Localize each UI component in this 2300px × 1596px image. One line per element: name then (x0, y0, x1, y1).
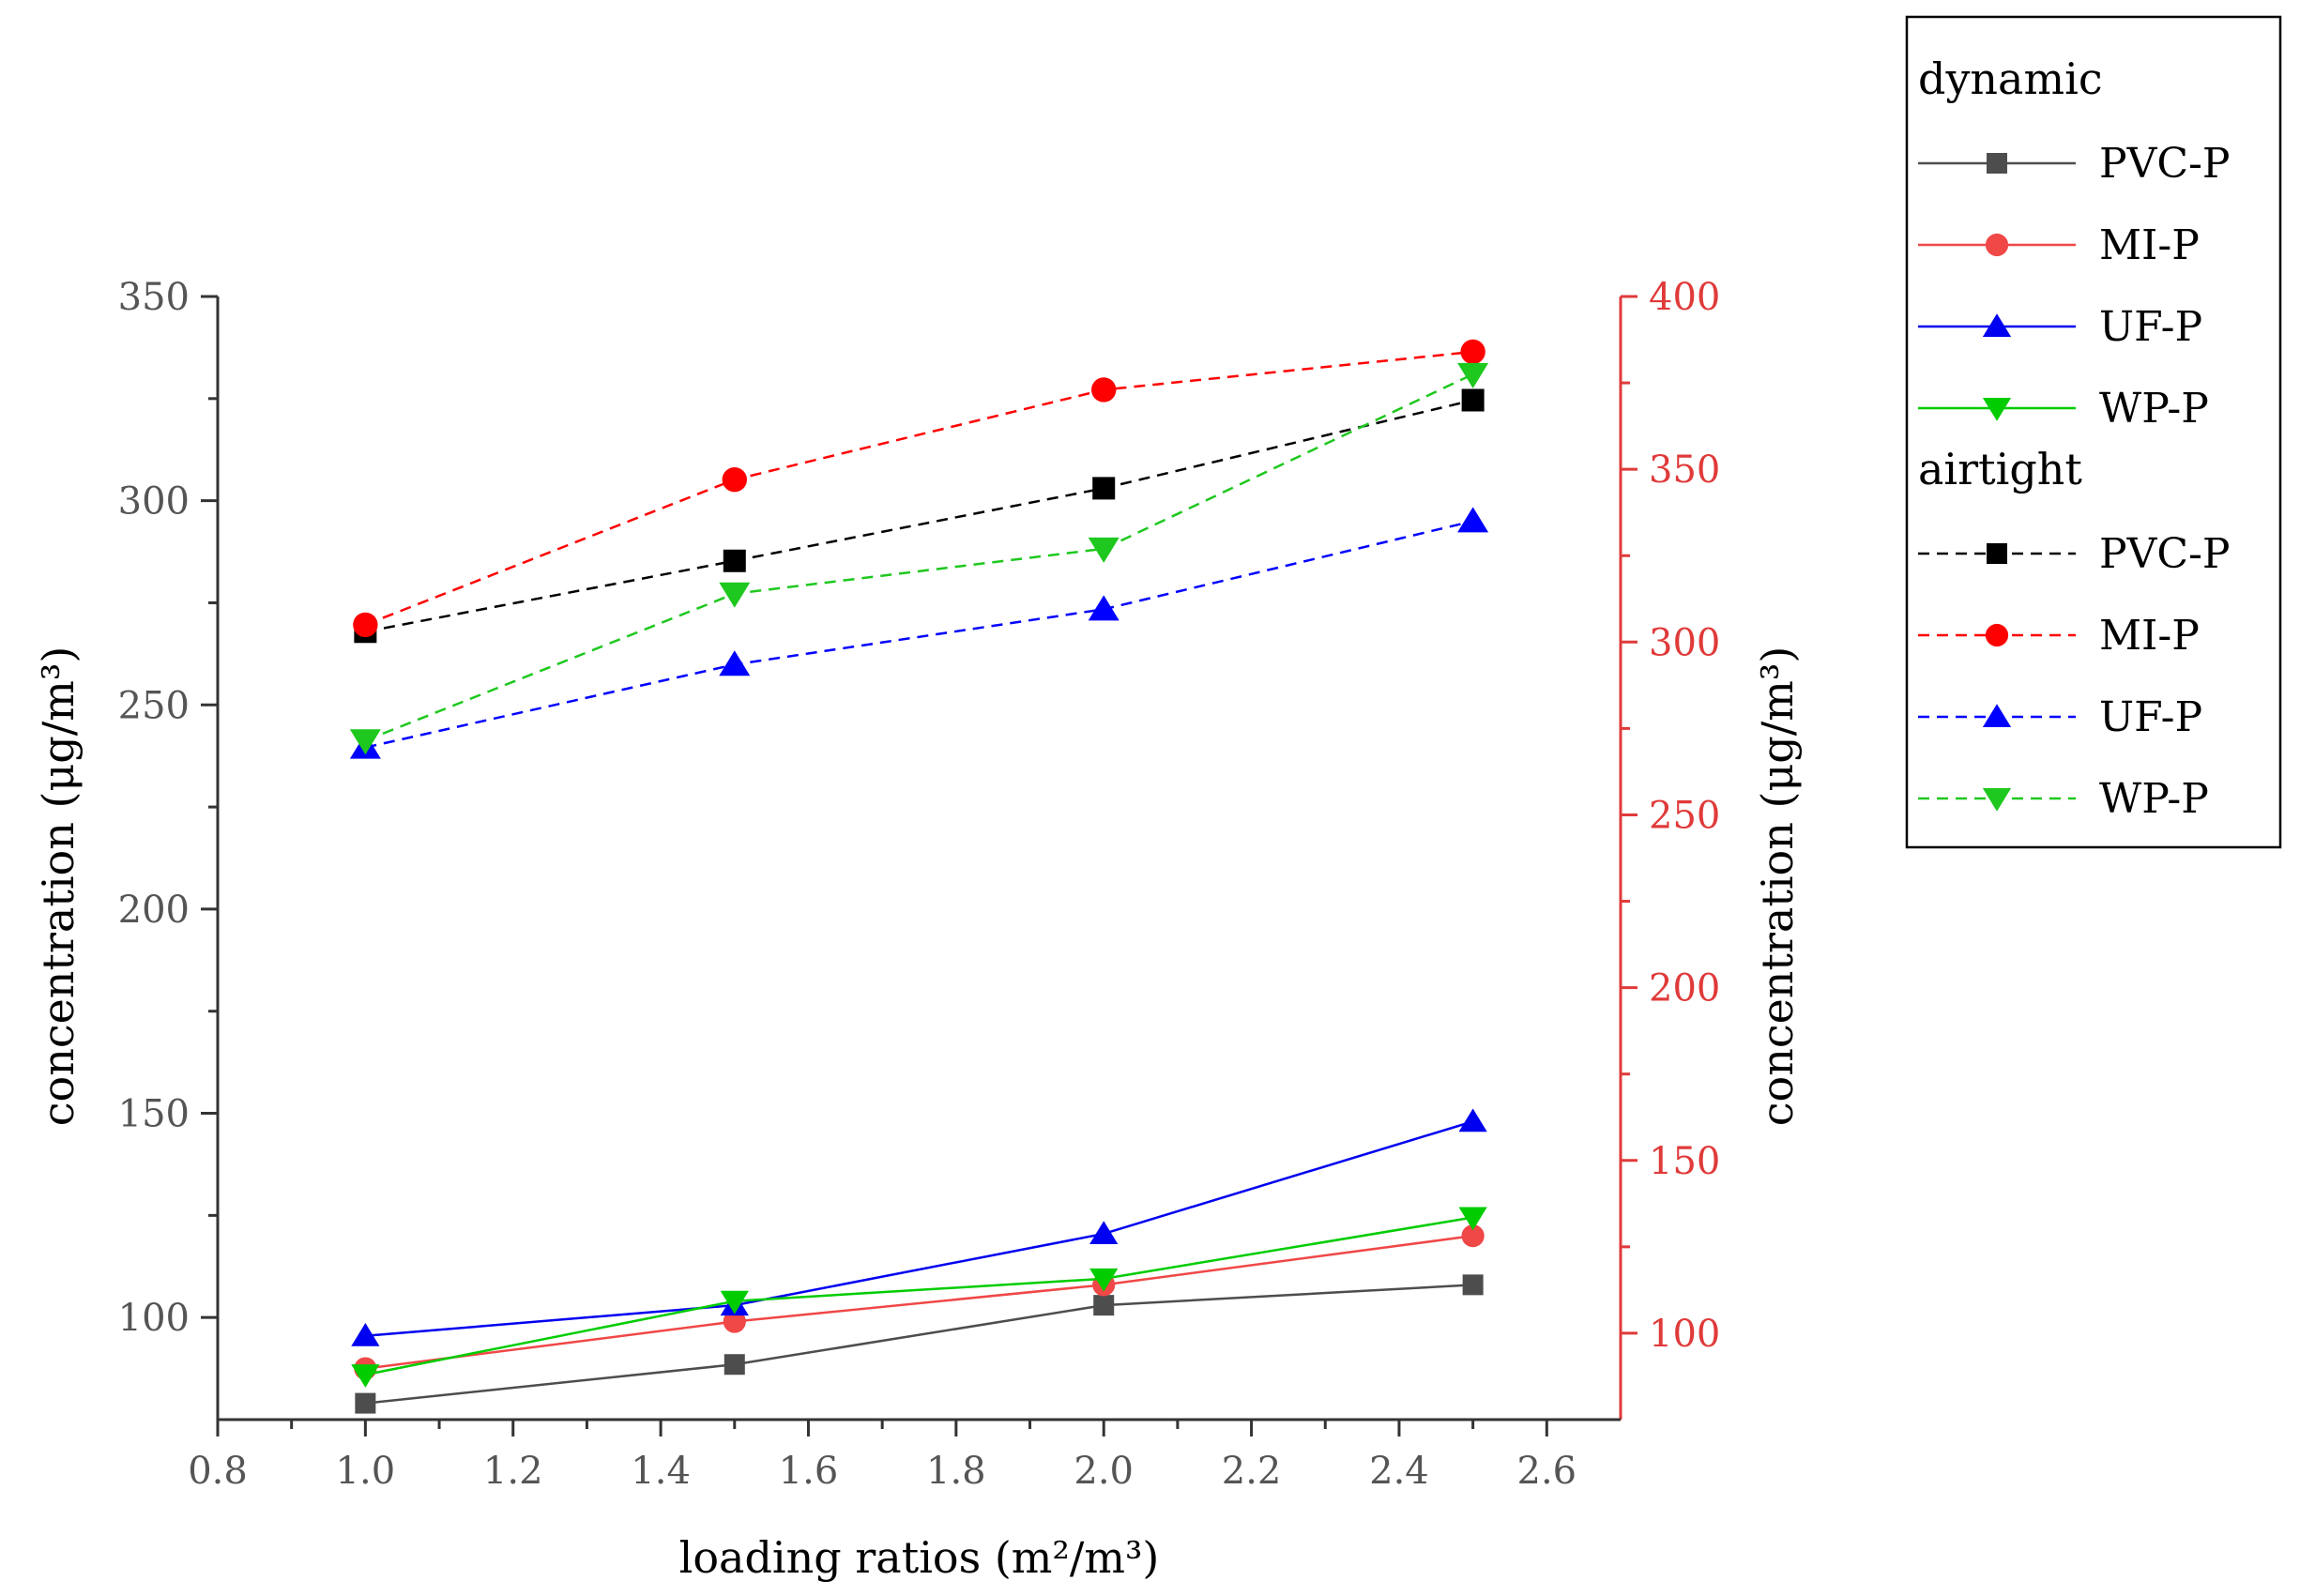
legend-marker-dynamic-wp-p (1982, 398, 2012, 421)
x-tick-label: 1.2 (483, 1450, 543, 1493)
legend-marker-dynamic-mi-p (1985, 233, 2009, 257)
right-y-tick-label: 150 (1649, 1140, 1720, 1183)
airtight-uf-p-point (719, 650, 751, 676)
legend-group-title: airtight (1918, 444, 2082, 494)
airtight-mi-p-point (722, 467, 747, 493)
legend-marker-airtight-uf-p (1982, 704, 2012, 727)
legend-label: UF-P (2099, 693, 2202, 741)
airtight-mi-p-point (353, 612, 378, 638)
legend-marker-airtight-wp-p (1982, 788, 2012, 812)
legend-label: PVC-P (2099, 140, 2231, 188)
airtight-wp-p-point (719, 582, 751, 608)
legend-label: PVC-P (2099, 530, 2231, 578)
dynamic-wp-p-point (1458, 1207, 1487, 1231)
left-y-tick-label: 100 (118, 1297, 190, 1340)
x-tick-label: 2.2 (1222, 1450, 1282, 1493)
right-y-tick-label: 400 (1649, 276, 1720, 319)
airtight-mi-p-point (1460, 339, 1485, 365)
dynamic-wp-p-point (720, 1290, 749, 1315)
legend: dynamic PVC-P MI-P UF-P WP-P airtight PVC-P MI-… (1905, 15, 2282, 849)
left-y-tick-label: 250 (118, 684, 190, 727)
legend-marker-airtight-mi-p (1985, 623, 2009, 647)
x-tick-label: 2.4 (1369, 1450, 1429, 1493)
right-y-tick-label: 350 (1649, 448, 1720, 492)
legend-label: UF-P (2099, 303, 2202, 351)
dynamic-pvc-p-point (1093, 1295, 1115, 1316)
dynamic-mi-p-point (1461, 1224, 1485, 1248)
legend-marker-dynamic-uf-p (1982, 313, 2012, 337)
axes: 100 150 200 250 300 350 concentration (μg/m³) 1… (33, 276, 1803, 1583)
dynamic-wp-p-point (351, 1364, 380, 1388)
right-y-tick-label: 200 (1649, 967, 1720, 1011)
x-tick-label: 1.8 (926, 1450, 986, 1493)
legend-box (1905, 15, 2282, 849)
x-tick-label: 1.6 (779, 1450, 839, 1493)
legend-label: MI-P (2099, 612, 2200, 660)
dynamic-pvc-p-point (355, 1392, 376, 1414)
dynamic-uf-p-point (351, 1323, 380, 1346)
left-y-tick-label: 200 (118, 889, 190, 932)
airtight-mi-p-point (1091, 377, 1117, 403)
dynamic-pvc-p-point (724, 1354, 745, 1376)
dynamic-uf-p-point (1089, 1221, 1119, 1244)
x-tick-label: 1.4 (631, 1450, 691, 1493)
dynamic-uf-p-line (365, 1120, 1473, 1338)
dynamic-wp-p-point (1089, 1268, 1119, 1292)
legend-label: WP-P (2099, 385, 2209, 433)
airtight-wp-p-point (1457, 362, 1489, 388)
right-y-tick-label: 300 (1649, 621, 1720, 664)
legend-marker-airtight-pvc-p (1987, 543, 2007, 564)
left-y-axis-title: concentration (μg/m³) (33, 646, 84, 1127)
legend-marker-dynamic-pvc-p (1987, 153, 2007, 174)
x-axis-title: loading ratios (m²/m³) (679, 1532, 1160, 1583)
legend-group-title: dynamic (1918, 53, 2103, 104)
dynamic-pvc-p-line (365, 1284, 1473, 1405)
airtight-uf-p-line (365, 520, 1473, 749)
airtight-wp-p-point (349, 729, 381, 755)
left-y-tick-label: 150 (118, 1093, 190, 1136)
airtight-uf-p-point (1457, 507, 1489, 533)
x-tick-label: 2.6 (1517, 1450, 1577, 1493)
right-y-tick-label: 250 (1649, 794, 1720, 837)
left-y-tick-label: 300 (118, 480, 190, 524)
x-tick-label: 1.0 (336, 1450, 396, 1493)
airtight-pvc-p-line (365, 399, 1473, 633)
dynamic-mi-p-point (723, 1310, 746, 1333)
legend-label: WP-P (2099, 775, 2209, 823)
dynamic-pvc-p-point (1462, 1274, 1484, 1296)
series-layer (349, 339, 1489, 1414)
airtight-uf-p-point (1088, 595, 1120, 621)
right-y-axis-title: concentration (μg/m³) (1752, 646, 1803, 1127)
airtight-mi-p-line (364, 350, 1473, 627)
x-tick-label: 0.8 (188, 1450, 248, 1493)
airtight-pvc-p-point (1092, 477, 1116, 500)
airtight-wp-p-point (1088, 537, 1120, 563)
dynamic-wp-p-line (365, 1216, 1473, 1376)
dynamic-mi-p-line (365, 1234, 1473, 1370)
legend-label: MI-P (2099, 221, 2200, 269)
left-y-tick-label: 350 (118, 276, 190, 319)
x-tick-label: 2.0 (1074, 1450, 1134, 1493)
right-y-tick-label: 100 (1649, 1313, 1720, 1356)
airtight-wp-p-line (364, 372, 1474, 742)
dynamic-uf-p-point (1458, 1108, 1487, 1132)
airtight-pvc-p-point (1461, 388, 1485, 412)
airtight-pvc-p-point (723, 549, 746, 572)
